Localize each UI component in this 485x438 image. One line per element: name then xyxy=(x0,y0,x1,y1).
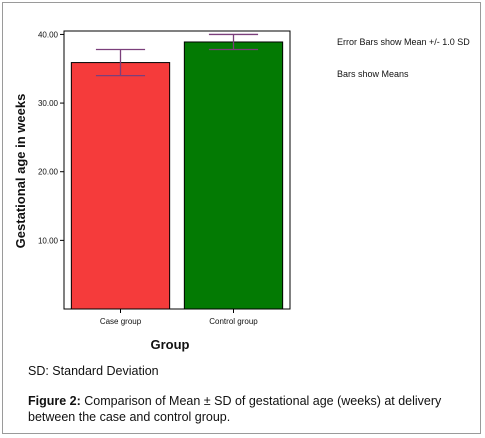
caption-label: Figure 2: xyxy=(28,394,81,408)
figure-caption: Figure 2: Comparison of Mean ± SD of ges… xyxy=(28,393,473,425)
bar-control-group xyxy=(183,41,284,310)
y-tick-label: 20.00 xyxy=(38,168,59,177)
y-tick-label: 40.00 xyxy=(38,30,59,39)
annotation-bars-means: Bars show Means xyxy=(337,69,409,79)
bar-case-group xyxy=(70,62,171,310)
sd-note: SD: Standard Deviation xyxy=(28,364,159,378)
y-tick-label: 30.00 xyxy=(38,99,59,108)
annotation-error-bars: Error Bars show Mean +/- 1.0 SD xyxy=(337,37,470,47)
x-tick-label: Case group xyxy=(100,317,142,326)
bar-chart: 10.00 20.00 30.00 40.00 Case group Control g… xyxy=(13,30,470,352)
y-axis: 10.00 20.00 30.00 40.00 xyxy=(38,30,64,245)
x-axis-label: Group xyxy=(151,337,190,352)
x-tick-label: Control group xyxy=(209,317,258,326)
y-axis-label: Gestational age in weeks xyxy=(13,94,28,249)
x-axis: Case group Control group xyxy=(100,309,258,326)
error-bars-layer xyxy=(95,33,259,77)
y-tick-label: 10.00 xyxy=(38,236,59,245)
caption-text: Comparison of Mean ± SD of gestational a… xyxy=(28,394,442,424)
